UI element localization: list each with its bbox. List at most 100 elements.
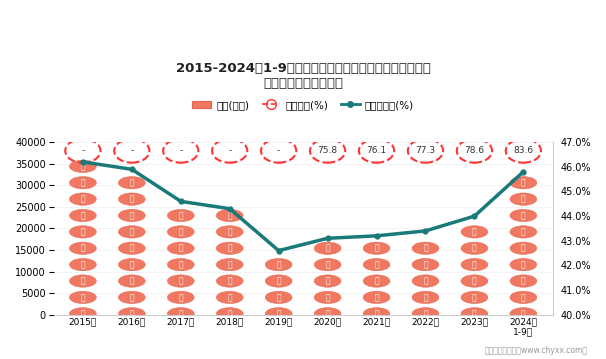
Text: 负: 负: [325, 276, 330, 285]
Ellipse shape: [461, 258, 488, 271]
Ellipse shape: [118, 291, 145, 304]
Text: -: -: [81, 146, 84, 155]
Ellipse shape: [70, 308, 96, 320]
Text: 负: 负: [521, 276, 525, 285]
Text: 负: 负: [227, 293, 232, 302]
Ellipse shape: [461, 226, 488, 238]
Text: 负: 负: [276, 260, 281, 269]
Ellipse shape: [167, 226, 195, 238]
Text: -: -: [130, 146, 133, 155]
Text: 负: 负: [178, 293, 183, 302]
Text: 78.6: 78.6: [464, 146, 484, 155]
Ellipse shape: [70, 177, 96, 189]
Ellipse shape: [461, 308, 488, 320]
Text: 负: 负: [130, 293, 134, 302]
Ellipse shape: [510, 308, 537, 320]
Ellipse shape: [510, 275, 537, 287]
Text: 负: 负: [81, 276, 85, 285]
Text: 负: 负: [472, 260, 477, 269]
Text: 负: 负: [521, 195, 525, 204]
Ellipse shape: [167, 258, 195, 271]
Ellipse shape: [118, 209, 145, 222]
Ellipse shape: [461, 291, 488, 304]
Ellipse shape: [314, 258, 341, 271]
Text: 负: 负: [81, 227, 85, 236]
Text: 负: 负: [375, 260, 379, 269]
Ellipse shape: [412, 242, 439, 255]
Text: 负: 负: [276, 293, 281, 302]
Ellipse shape: [70, 242, 96, 255]
Ellipse shape: [118, 177, 145, 189]
Ellipse shape: [314, 291, 341, 304]
Text: 负: 负: [227, 276, 232, 285]
Ellipse shape: [216, 258, 243, 271]
Text: 负: 负: [130, 260, 134, 269]
Ellipse shape: [167, 291, 195, 304]
Text: -: -: [277, 146, 281, 155]
Ellipse shape: [510, 242, 537, 255]
Text: 负: 负: [81, 211, 85, 220]
Text: 负: 负: [81, 178, 85, 187]
Ellipse shape: [216, 275, 243, 287]
Text: 负: 负: [276, 309, 281, 318]
Ellipse shape: [510, 291, 537, 304]
Ellipse shape: [412, 275, 439, 287]
Text: 负: 负: [375, 293, 379, 302]
Ellipse shape: [461, 242, 488, 255]
Text: 负: 负: [521, 211, 525, 220]
Ellipse shape: [363, 258, 390, 271]
Ellipse shape: [412, 308, 439, 320]
Ellipse shape: [265, 308, 292, 320]
Text: 负: 负: [227, 309, 232, 318]
Text: 负: 负: [81, 195, 85, 204]
Text: 负: 负: [130, 244, 134, 253]
Ellipse shape: [510, 226, 537, 238]
Ellipse shape: [70, 193, 96, 205]
Ellipse shape: [510, 193, 537, 205]
Text: -: -: [179, 146, 182, 155]
Text: 负: 负: [423, 244, 428, 253]
Text: 75.8: 75.8: [318, 146, 338, 155]
Ellipse shape: [314, 275, 341, 287]
Text: 负: 负: [81, 293, 85, 302]
Ellipse shape: [70, 226, 96, 238]
Ellipse shape: [216, 226, 243, 238]
Text: 负: 负: [472, 309, 477, 318]
Text: 制图：智研咨询（www.chyxx.com）: 制图：智研咨询（www.chyxx.com）: [485, 346, 588, 355]
Ellipse shape: [265, 291, 292, 304]
Ellipse shape: [216, 242, 243, 255]
Ellipse shape: [461, 275, 488, 287]
Text: 负: 负: [423, 276, 428, 285]
Text: 负: 负: [178, 211, 183, 220]
Ellipse shape: [70, 291, 96, 304]
Text: 负: 负: [375, 309, 379, 318]
Text: 负: 负: [521, 244, 525, 253]
Ellipse shape: [118, 275, 145, 287]
Text: 负: 负: [130, 178, 134, 187]
Legend: 负债(亿元), 产权比率(%), 资产负债率(%): 负债(亿元), 产权比率(%), 资产负债率(%): [188, 96, 418, 114]
Text: 负: 负: [130, 227, 134, 236]
Text: 负: 负: [178, 276, 183, 285]
Ellipse shape: [265, 258, 292, 271]
Text: 负: 负: [325, 260, 330, 269]
Ellipse shape: [167, 209, 195, 222]
Text: 负: 负: [521, 260, 525, 269]
Text: 负: 负: [325, 293, 330, 302]
Text: 负: 负: [130, 211, 134, 220]
Text: 负: 负: [81, 244, 85, 253]
Text: 负: 负: [227, 260, 232, 269]
Ellipse shape: [70, 275, 96, 287]
Text: 负: 负: [227, 227, 232, 236]
Text: 负: 负: [130, 276, 134, 285]
Text: 负: 负: [178, 260, 183, 269]
Ellipse shape: [216, 291, 243, 304]
Ellipse shape: [510, 177, 537, 189]
Ellipse shape: [363, 242, 390, 255]
Text: 负: 负: [521, 293, 525, 302]
Text: 负: 负: [178, 244, 183, 253]
Text: 负: 负: [521, 178, 525, 187]
Text: 负: 负: [81, 260, 85, 269]
Ellipse shape: [412, 258, 439, 271]
Text: 负: 负: [472, 227, 477, 236]
Title: 2015-2024年1-9月铁路、船舶、航空航天和其他运输设备
制造业企业负债统计图: 2015-2024年1-9月铁路、船舶、航空航天和其他运输设备 制造业企业负债统…: [176, 62, 430, 90]
